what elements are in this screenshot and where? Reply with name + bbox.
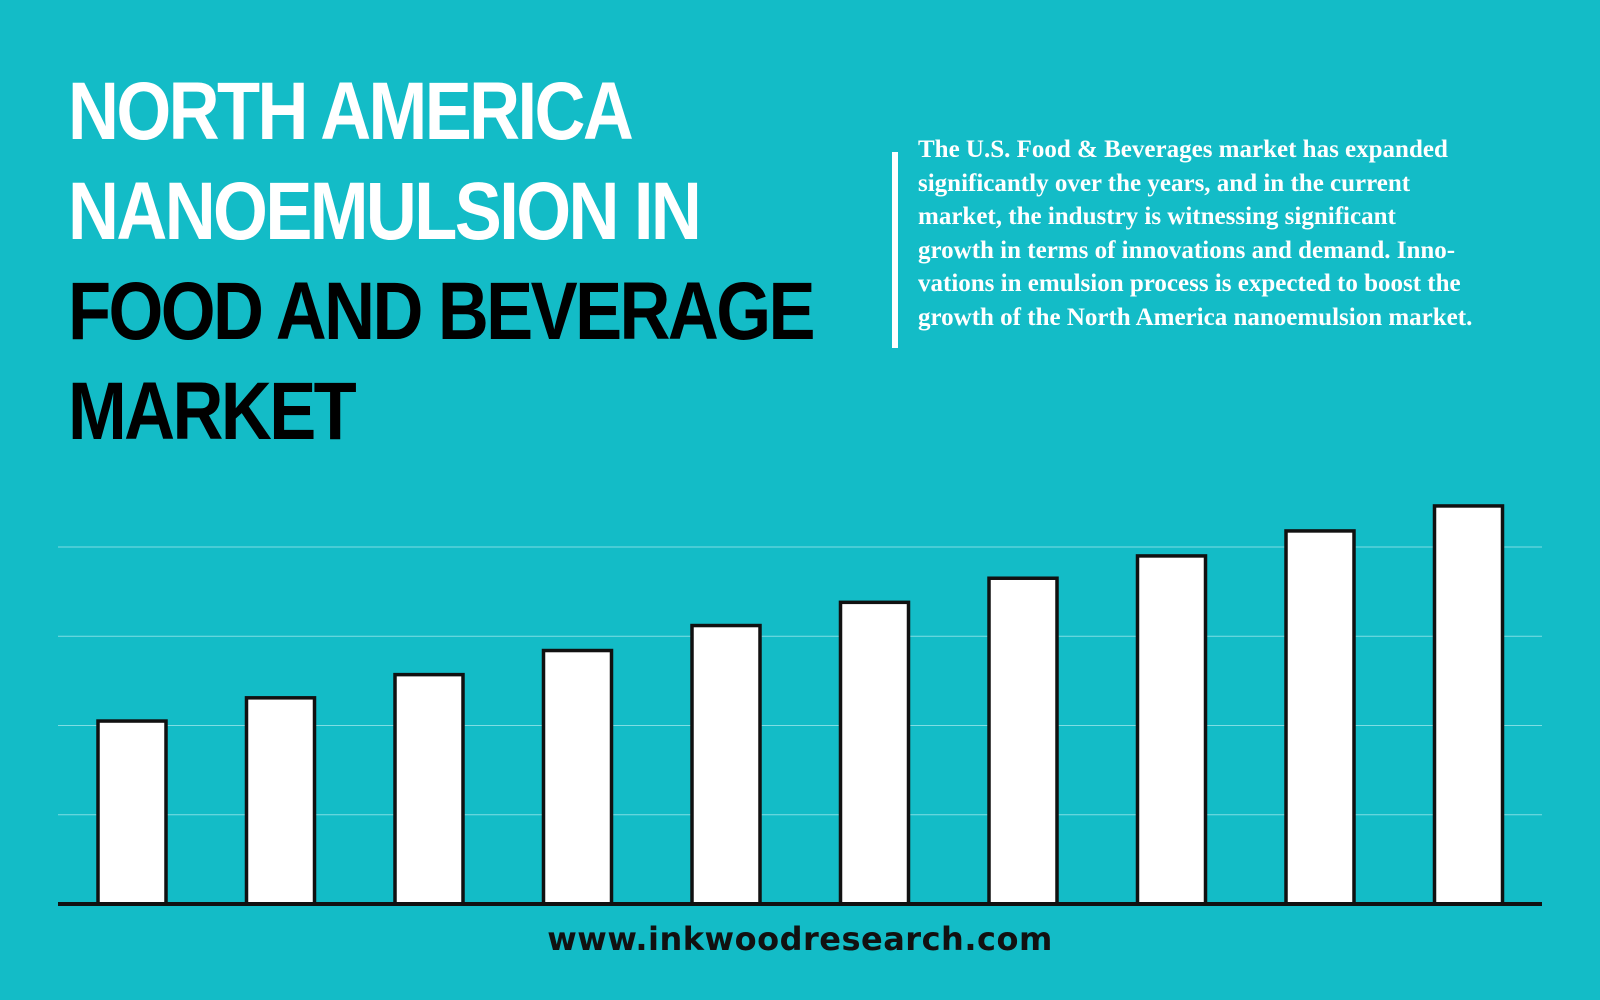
bar-5 (690, 623, 762, 906)
title-line-3: FOOD AND BEVERAGE (68, 266, 816, 357)
description-line-3: market, the industry is witnessing signi… (918, 203, 1396, 230)
title-line-1: NORTH AMERICA (68, 66, 634, 157)
description-line-2: significantly over the years, and in the… (918, 169, 1411, 197)
bar-chart (58, 504, 1542, 906)
description-line-5: vations in emulsion process is expected … (918, 270, 1461, 297)
bar-6 (838, 600, 911, 906)
bar-2 (244, 696, 317, 906)
website-url: www.inkwoodresearch.com (547, 920, 1053, 958)
bar-4 (541, 648, 614, 906)
bar-10 (1432, 504, 1505, 906)
description-line-1: The U.S. Food & Beverages market has exp… (918, 136, 1448, 163)
bar-8 (1135, 554, 1208, 906)
title-line-2: NANOEMULSION IN (68, 166, 702, 257)
bar-3 (393, 672, 465, 906)
bar-9 (1284, 529, 1356, 906)
description-accent-bar (892, 152, 898, 348)
description-text: The U.S. Food & Beverages market has exp… (918, 133, 1568, 334)
title-line-4: MARKET (68, 366, 357, 457)
bar-7 (987, 576, 1059, 906)
bar-1 (96, 719, 168, 906)
description-line-4: growth in terms of innovations and deman… (918, 236, 1456, 264)
page-title: NORTH AMERICA NANOEMULSION IN FOOD AND B… (68, 62, 816, 462)
description-line-6: growth of the North America nanoemulsion… (918, 303, 1473, 331)
bars (96, 504, 1505, 906)
